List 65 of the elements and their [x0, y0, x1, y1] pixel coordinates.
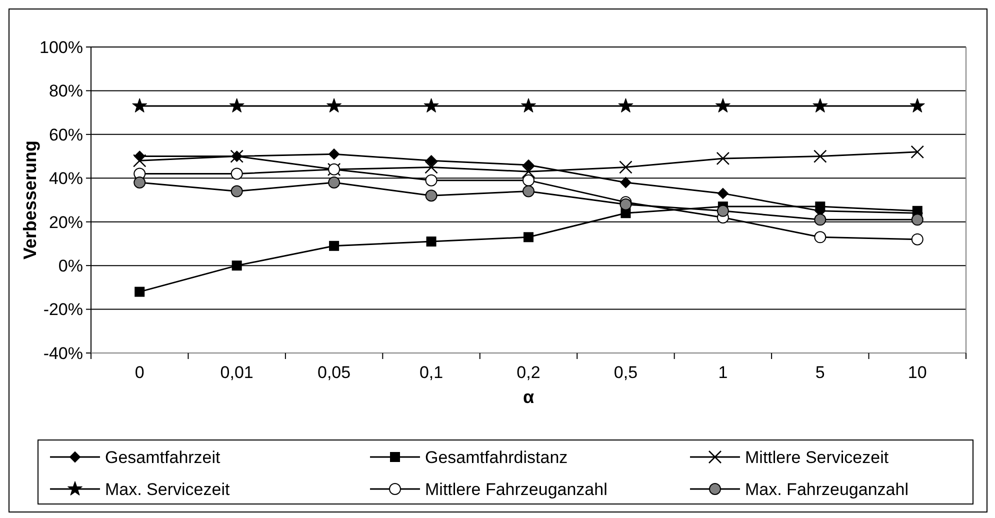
point [716, 152, 730, 166]
point [618, 98, 634, 112]
x-tick-label: 10 [908, 363, 927, 382]
point [424, 98, 439, 112]
y-tick-label: 40% [48, 169, 83, 188]
point [328, 176, 340, 189]
point [329, 240, 340, 251]
point [814, 231, 826, 244]
point [910, 145, 924, 159]
x-tick-label: 0 [134, 363, 144, 382]
point [522, 164, 536, 178]
point [521, 98, 536, 112]
legend-label: Gesamtfahrdistanz [425, 448, 568, 467]
y-tick-label: 0% [58, 256, 83, 276]
point [426, 155, 437, 166]
point [132, 98, 148, 112]
point [522, 174, 534, 186]
point [814, 214, 826, 226]
point [424, 160, 438, 174]
point [524, 232, 534, 242]
point [717, 188, 728, 199]
point [426, 236, 436, 247]
point [716, 98, 730, 112]
point [134, 176, 146, 189]
y-tick-label: 80% [48, 82, 83, 101]
point [812, 98, 828, 112]
point [620, 177, 632, 188]
point [229, 98, 244, 112]
legend-label: Max. Servicezeit [105, 480, 230, 499]
point [815, 202, 826, 212]
point [911, 233, 924, 246]
point [425, 174, 438, 186]
x-tick-label: 0,5 [614, 363, 638, 382]
x-axis-title: α [522, 387, 534, 407]
point [814, 150, 827, 163]
x-tick-label: 0,1 [419, 363, 444, 382]
point [619, 160, 632, 174]
x-tick-label: 0,05 [318, 363, 351, 382]
x-tick-label: 5 [815, 363, 825, 382]
y-axis-title: Verbesserung [20, 140, 40, 260]
point [425, 190, 438, 202]
y-tick-label: 100% [40, 38, 83, 57]
point [911, 214, 924, 226]
y-tick-label: -20% [43, 300, 83, 320]
point [910, 98, 925, 112]
point [716, 204, 729, 217]
point [134, 286, 145, 297]
legend-label: Mittlere Fahrzeuganzahl [425, 480, 608, 499]
point [132, 154, 146, 168]
point [326, 98, 342, 112]
point [230, 168, 243, 180]
legend-label: Gesamtfahrzeit [105, 448, 221, 467]
legend-label: Max. Fahrzeuganzahl [745, 480, 908, 499]
point [328, 148, 340, 160]
point [522, 185, 534, 198]
point [523, 160, 534, 171]
y-tick-label: 20% [48, 212, 83, 232]
point [232, 260, 242, 271]
point [230, 185, 243, 198]
y-tick-label: 60% [48, 125, 83, 144]
y-tick-label: -40% [43, 344, 83, 363]
x-tick-label: 1 [718, 363, 728, 382]
x-tick-label: 0,01 [220, 363, 254, 382]
x-tick-label: 0,2 [516, 363, 540, 382]
legend-label: Mittlere Servicezeit [745, 448, 889, 467]
